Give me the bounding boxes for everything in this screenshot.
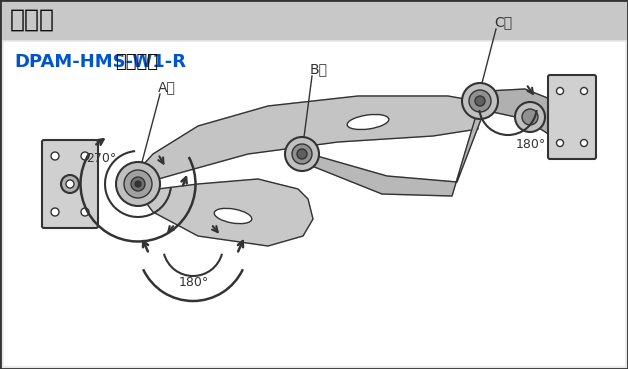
Circle shape bbox=[51, 152, 59, 160]
Circle shape bbox=[81, 152, 89, 160]
Circle shape bbox=[51, 208, 59, 216]
Circle shape bbox=[515, 102, 545, 132]
Text: A軸: A軸 bbox=[158, 80, 176, 94]
Circle shape bbox=[124, 170, 152, 198]
Circle shape bbox=[469, 90, 491, 112]
Circle shape bbox=[131, 177, 145, 191]
Circle shape bbox=[297, 149, 307, 159]
Text: 可動圖: 可動圖 bbox=[10, 8, 55, 32]
Polygon shape bbox=[488, 89, 550, 135]
Circle shape bbox=[135, 181, 141, 187]
Polygon shape bbox=[133, 89, 493, 182]
Circle shape bbox=[580, 139, 588, 146]
Circle shape bbox=[66, 180, 74, 188]
Polygon shape bbox=[312, 109, 485, 196]
Circle shape bbox=[475, 96, 485, 106]
Circle shape bbox=[285, 137, 319, 171]
FancyBboxPatch shape bbox=[42, 140, 98, 228]
Text: 270°: 270° bbox=[86, 152, 116, 165]
Circle shape bbox=[61, 175, 79, 193]
Polygon shape bbox=[138, 179, 313, 246]
Bar bbox=[4, 42, 624, 365]
Text: 180°: 180° bbox=[516, 138, 546, 151]
Circle shape bbox=[522, 109, 538, 125]
Circle shape bbox=[116, 162, 160, 206]
Text: B軸: B軸 bbox=[310, 62, 328, 76]
Ellipse shape bbox=[347, 114, 389, 130]
Circle shape bbox=[292, 144, 312, 164]
Circle shape bbox=[81, 208, 89, 216]
Text: 可動範囲: 可動範囲 bbox=[116, 53, 158, 71]
Circle shape bbox=[462, 83, 498, 119]
Text: 180°: 180° bbox=[179, 276, 209, 289]
Circle shape bbox=[556, 87, 563, 94]
Text: DPAM-HMS-W1-R: DPAM-HMS-W1-R bbox=[14, 53, 186, 71]
Ellipse shape bbox=[214, 208, 252, 224]
Text: C軸: C軸 bbox=[494, 15, 512, 29]
FancyBboxPatch shape bbox=[548, 75, 596, 159]
Bar bbox=[0, 0, 628, 39]
Circle shape bbox=[580, 87, 588, 94]
Circle shape bbox=[556, 139, 563, 146]
